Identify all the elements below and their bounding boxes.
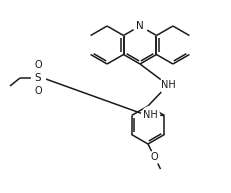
Text: NH: NH <box>143 110 158 120</box>
Text: O: O <box>150 152 158 162</box>
Text: O: O <box>34 60 42 70</box>
Text: O: O <box>34 86 42 96</box>
Text: NH: NH <box>161 80 175 90</box>
Text: S: S <box>35 73 41 83</box>
Text: N: N <box>136 21 144 31</box>
